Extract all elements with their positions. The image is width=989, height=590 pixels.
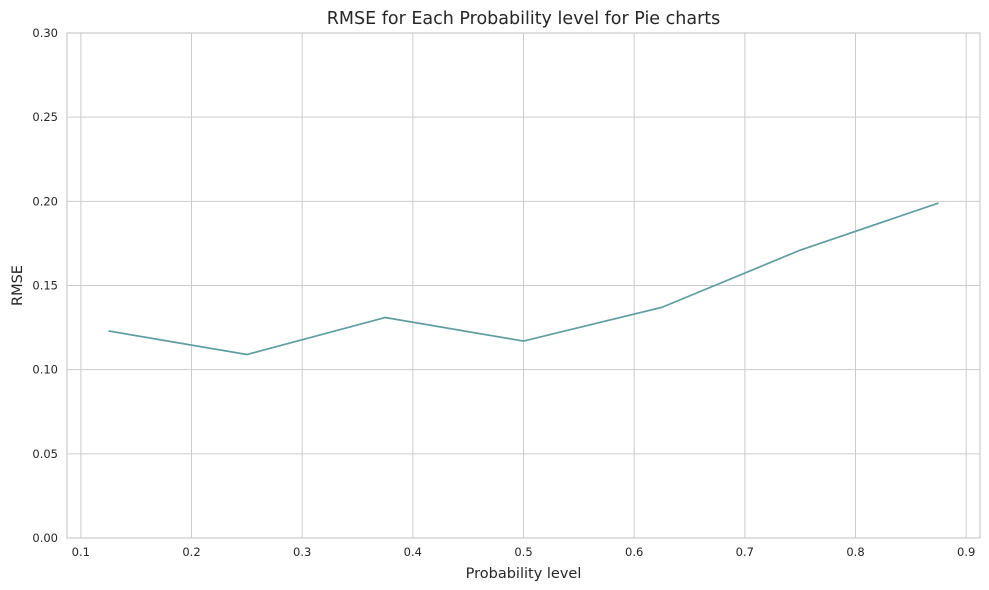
x-tick-label: 0.3	[293, 545, 311, 559]
x-tick-label: 0.4	[404, 545, 422, 559]
plot-frame	[66, 32, 981, 539]
y-tick-label: 0.15	[32, 279, 58, 293]
grid	[67, 32, 980, 539]
y-axis-label: RMSE	[10, 265, 26, 306]
y-tick-label: 0.00	[32, 531, 58, 545]
y-tick-label: 0.25	[32, 110, 58, 124]
y-tick-labels: 0.00 0.05 0.10 0.15 0.20 0.25 0.30	[32, 26, 58, 545]
y-tick-label: 0.30	[32, 26, 58, 40]
x-tick-label: 0.8	[846, 545, 864, 559]
y-tick-label: 0.20	[32, 194, 58, 208]
x-tick-labels: 0.1 0.2 0.3 0.4 0.5 0.6 0.7 0.8 0.9	[72, 545, 976, 559]
x-tick-label: 0.9	[957, 545, 975, 559]
series-line	[108, 202, 939, 356]
x-tick-label: 0.7	[736, 545, 754, 559]
series-layer	[108, 202, 939, 356]
x-tick-label: 0.5	[514, 545, 532, 559]
x-axis-label: Probability level	[466, 566, 582, 582]
chart-title: RMSE for Each Probability level for Pie …	[327, 9, 721, 29]
y-tick-label: 0.05	[32, 447, 58, 461]
x-tick-label: 0.6	[625, 545, 643, 559]
x-tick-label: 0.2	[182, 545, 200, 559]
x-tick-label: 0.1	[72, 545, 90, 559]
y-tick-label: 0.10	[32, 363, 58, 377]
